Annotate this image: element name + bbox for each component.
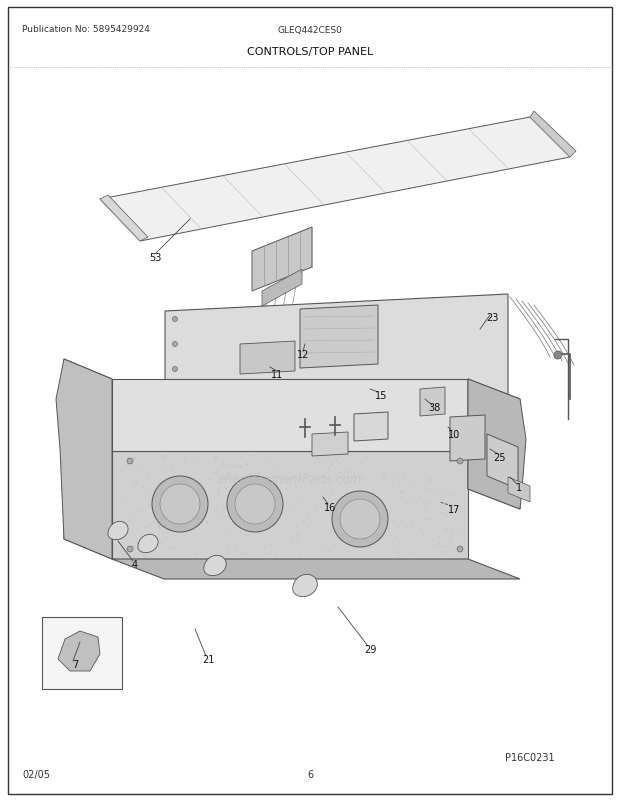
- Circle shape: [160, 484, 200, 525]
- Polygon shape: [240, 342, 295, 375]
- Polygon shape: [262, 269, 302, 306]
- Text: 25: 25: [494, 452, 507, 463]
- Polygon shape: [420, 387, 445, 416]
- Circle shape: [457, 546, 463, 553]
- Polygon shape: [56, 359, 112, 559]
- Circle shape: [457, 459, 463, 464]
- Polygon shape: [138, 535, 158, 553]
- Text: 6: 6: [307, 769, 313, 779]
- Circle shape: [554, 351, 562, 359]
- Text: 16: 16: [324, 502, 336, 512]
- Circle shape: [172, 317, 177, 322]
- Polygon shape: [204, 556, 226, 576]
- Text: 17: 17: [448, 504, 460, 514]
- Text: 12: 12: [297, 350, 309, 359]
- Text: 21: 21: [202, 654, 214, 664]
- Text: GLEQ442CES0: GLEQ442CES0: [278, 26, 342, 34]
- Polygon shape: [112, 452, 468, 559]
- Polygon shape: [165, 294, 508, 472]
- Text: 29: 29: [364, 644, 376, 654]
- Polygon shape: [112, 379, 468, 452]
- Polygon shape: [293, 574, 317, 597]
- Bar: [42, 618, 122, 689]
- Text: eReplacementParts.com: eReplacementParts.com: [218, 473, 362, 486]
- Text: CONTROLS/TOP PANEL: CONTROLS/TOP PANEL: [247, 47, 373, 57]
- Circle shape: [340, 500, 380, 539]
- Text: 1: 1: [516, 482, 522, 492]
- Circle shape: [127, 459, 133, 464]
- Circle shape: [227, 476, 283, 533]
- Text: P16C0231: P16C0231: [505, 752, 555, 762]
- Polygon shape: [100, 118, 570, 241]
- Polygon shape: [450, 415, 485, 461]
- Polygon shape: [108, 521, 128, 540]
- Polygon shape: [100, 196, 148, 241]
- Circle shape: [127, 546, 133, 553]
- Circle shape: [152, 476, 208, 533]
- Polygon shape: [487, 435, 518, 489]
- Text: 11: 11: [271, 370, 283, 379]
- Circle shape: [172, 342, 177, 347]
- Text: 02/05: 02/05: [22, 769, 50, 779]
- Text: 38: 38: [428, 403, 440, 412]
- Text: 10: 10: [448, 429, 460, 439]
- Polygon shape: [312, 432, 348, 456]
- Text: 4: 4: [132, 559, 138, 569]
- Text: 23: 23: [486, 313, 498, 322]
- Polygon shape: [508, 477, 530, 502]
- Polygon shape: [530, 111, 576, 158]
- Polygon shape: [64, 359, 112, 559]
- Text: 53: 53: [149, 253, 161, 263]
- Polygon shape: [354, 412, 388, 441]
- Circle shape: [332, 492, 388, 547]
- Polygon shape: [300, 306, 378, 369]
- Polygon shape: [252, 228, 312, 292]
- Polygon shape: [468, 379, 526, 509]
- Text: Publication No: 5895429924: Publication No: 5895429924: [22, 26, 150, 34]
- Polygon shape: [58, 631, 100, 671]
- Polygon shape: [112, 559, 520, 579]
- Circle shape: [235, 484, 275, 525]
- Polygon shape: [468, 379, 520, 509]
- Circle shape: [172, 392, 177, 397]
- Text: 15: 15: [375, 391, 387, 400]
- Circle shape: [172, 367, 177, 372]
- Circle shape: [172, 417, 177, 422]
- Text: 7: 7: [72, 659, 78, 669]
